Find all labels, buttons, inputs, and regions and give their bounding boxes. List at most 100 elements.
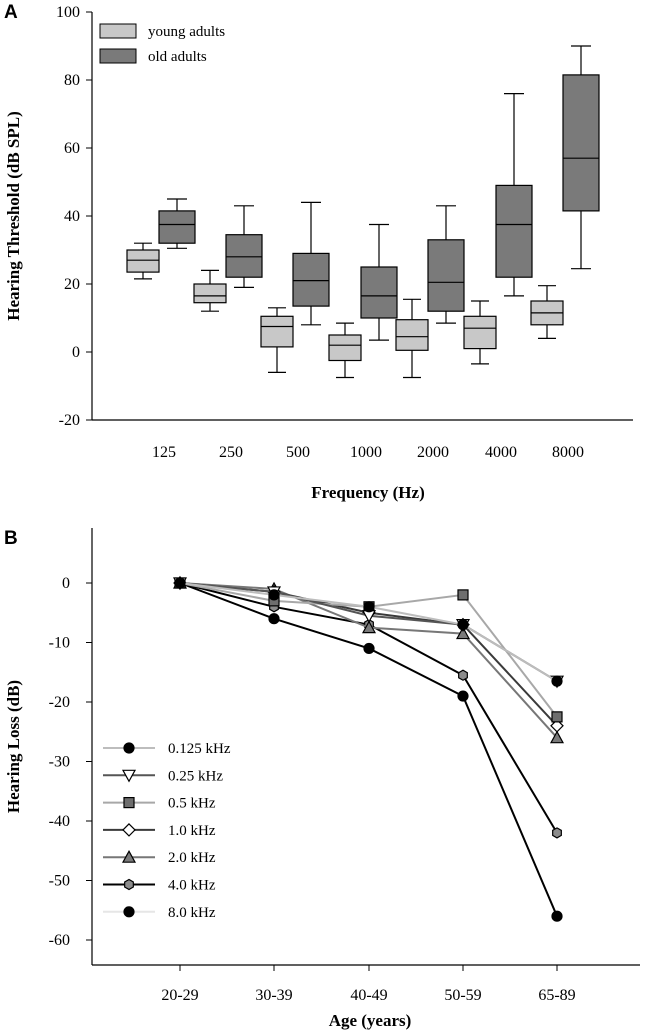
data-point xyxy=(174,577,186,589)
data-point xyxy=(552,827,562,839)
y-tick-label: -20 xyxy=(49,694,70,711)
box-old-2000 xyxy=(427,205,465,324)
legend-marker xyxy=(122,823,136,837)
y-tick-label: -30 xyxy=(49,754,70,771)
box-old-500 xyxy=(292,201,330,326)
box-young-8000 xyxy=(530,285,564,339)
box-body xyxy=(395,319,429,351)
x-tick-label: 20-29 xyxy=(161,987,198,1004)
box-old-1000 xyxy=(360,223,398,341)
data-point xyxy=(457,690,469,702)
box-old-250 xyxy=(225,205,263,288)
data-point xyxy=(550,718,564,733)
box-young-4000 xyxy=(463,300,497,365)
y-tick-label: 60 xyxy=(64,140,80,157)
data-point xyxy=(457,619,469,631)
box-body xyxy=(193,283,227,304)
box-body xyxy=(360,266,398,319)
box-young-250 xyxy=(193,269,227,312)
y-tick-label: -60 xyxy=(49,932,70,949)
data-point xyxy=(458,669,468,681)
box-body xyxy=(463,315,497,350)
legend-item-6: 8.0 kHz xyxy=(103,905,216,921)
x-tick-label: 30-39 xyxy=(255,987,292,1004)
legend-item-2: 0.5 kHz xyxy=(103,796,216,812)
y-tick-label: 100 xyxy=(56,4,80,21)
y-axis-title: Hearing Threshold (dB SPL) xyxy=(4,111,23,321)
x-tick-label: 2000 xyxy=(417,444,449,461)
panel-b: B 0 -10 -20 -30 -40 -50 -60 20-29 30-39 40-49 50-59… xyxy=(4,528,640,1030)
y-axis-title: Hearing Loss (dB) xyxy=(4,680,23,813)
legend-marker xyxy=(123,742,135,754)
y-tick-label: 20 xyxy=(64,276,80,293)
legend-label: 8.0 kHz xyxy=(168,905,216,921)
legend-item-0: 0.125 kHz xyxy=(103,741,231,757)
legend-label: 2.0 kHz xyxy=(168,850,216,866)
data-point xyxy=(551,711,563,723)
legend-swatch-old xyxy=(99,48,137,64)
x-tick-label: 4000 xyxy=(485,444,517,461)
legend-marker xyxy=(121,769,137,783)
y-tick-label: 40 xyxy=(64,208,80,225)
box-old-4000 xyxy=(495,92,533,297)
x-tick-label: 500 xyxy=(286,444,310,461)
box-body xyxy=(260,315,294,348)
data-point xyxy=(455,626,471,640)
x-tick-label: 1000 xyxy=(350,444,382,461)
legend-marker xyxy=(121,849,137,863)
data-point xyxy=(549,730,565,744)
y-tick-label: 80 xyxy=(64,72,80,89)
box-body xyxy=(328,334,362,362)
data-point xyxy=(268,613,280,625)
box-body xyxy=(126,249,160,273)
legend-marker xyxy=(123,796,135,809)
x-axis-title: Frequency (Hz) xyxy=(311,483,424,502)
x-axis-title: Age (years) xyxy=(329,1011,412,1030)
y-tick-label: -50 xyxy=(49,873,70,890)
box-young-500 xyxy=(260,307,294,373)
data-point xyxy=(457,589,469,601)
data-point xyxy=(551,910,563,922)
legend-swatch-young xyxy=(99,23,137,39)
panel-letter-b: B xyxy=(4,528,18,549)
series-10khz xyxy=(173,576,564,733)
y-tick-label: 0 xyxy=(72,344,80,361)
legend-label: 0.25 kHz xyxy=(168,768,223,784)
legend-marker xyxy=(124,878,134,891)
legend-marker xyxy=(123,906,135,918)
data-point xyxy=(361,620,377,634)
y-tick-label: -10 xyxy=(49,635,70,652)
panel-letter-a: A xyxy=(4,2,18,23)
legend-label-young: young adults xyxy=(148,24,225,40)
box-young-125 xyxy=(126,242,160,280)
box-body xyxy=(158,210,196,244)
x-tick-label: 65-89 xyxy=(538,987,575,1004)
data-point xyxy=(363,601,375,613)
panel-a: A -20 0 20 40 60 80 100 125 250 500 1000 2000 4000 800… xyxy=(4,2,633,502)
x-tick-label: 8000 xyxy=(552,444,584,461)
legend-label: 1.0 kHz xyxy=(168,823,216,839)
x-tick-label: 250 xyxy=(219,444,243,461)
x-tick-label: 40-49 xyxy=(350,987,387,1004)
legend-item-5: 4.0 kHz xyxy=(103,878,216,894)
y-tick-label: 0 xyxy=(62,575,70,592)
box-body xyxy=(225,234,263,278)
box-old-8000 xyxy=(562,45,600,270)
data-point xyxy=(268,589,280,601)
legend-item-4: 2.0 kHz xyxy=(103,849,216,866)
y-tick-label: -40 xyxy=(49,813,70,830)
x-tick-label: 50-59 xyxy=(444,987,481,1004)
legend-label: 4.0 kHz xyxy=(168,878,216,894)
legend-label: 0.125 kHz xyxy=(168,741,231,757)
series-0125khz xyxy=(174,577,563,687)
x-tick-label: 125 xyxy=(152,444,176,461)
data-point xyxy=(551,675,563,687)
legend-label-old: old adults xyxy=(148,49,207,65)
legend-item-3: 1.0 kHz xyxy=(103,823,216,839)
legend-label: 0.5 kHz xyxy=(168,796,216,812)
data-point xyxy=(363,642,375,655)
y-tick-label: -20 xyxy=(59,412,80,429)
legend-item-1: 0.25 kHz xyxy=(103,768,223,784)
box-young-1000 xyxy=(328,322,362,379)
box-body xyxy=(562,74,600,212)
